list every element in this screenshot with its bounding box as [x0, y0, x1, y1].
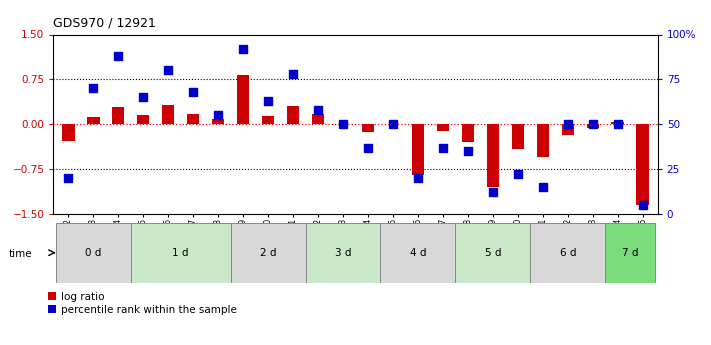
Text: 2 d: 2 d — [260, 248, 277, 258]
Bar — [187, 114, 199, 124]
Point — [437, 145, 449, 150]
Bar — [237, 75, 250, 124]
Bar — [112, 107, 124, 124]
Text: time: time — [9, 249, 32, 258]
Bar — [56, 223, 131, 283]
Bar — [461, 124, 474, 142]
Point — [587, 121, 599, 127]
Text: 5 d: 5 d — [485, 248, 501, 258]
Bar — [437, 124, 449, 131]
Bar — [537, 124, 549, 157]
Point — [337, 121, 348, 127]
Bar — [362, 124, 374, 132]
Point — [237, 46, 249, 52]
Bar — [562, 124, 574, 135]
Text: GDS970 / 12921: GDS970 / 12921 — [53, 17, 156, 30]
Bar — [162, 105, 174, 124]
Bar — [131, 223, 230, 283]
Bar — [587, 124, 599, 128]
Bar — [412, 124, 424, 175]
Text: 4 d: 4 d — [410, 248, 426, 258]
Point — [412, 175, 424, 181]
Bar — [312, 114, 324, 124]
Point — [363, 145, 374, 150]
Point — [287, 71, 299, 77]
Bar — [486, 124, 499, 187]
Point — [512, 172, 523, 177]
Bar — [306, 223, 380, 283]
Point — [387, 121, 399, 127]
Bar — [87, 117, 100, 124]
Bar — [512, 124, 524, 149]
Point — [163, 68, 174, 73]
Text: 6 d: 6 d — [560, 248, 576, 258]
Bar — [455, 223, 530, 283]
Point — [487, 190, 498, 195]
Point — [112, 53, 124, 59]
Point — [63, 175, 74, 181]
Point — [262, 98, 274, 104]
Bar — [611, 122, 624, 124]
Point — [213, 112, 224, 118]
Text: 1 d: 1 d — [173, 248, 189, 258]
Bar — [380, 223, 455, 283]
Bar — [636, 124, 649, 205]
Legend: log ratio, percentile rank within the sample: log ratio, percentile rank within the sa… — [48, 292, 237, 315]
Point — [612, 121, 624, 127]
Text: 0 d: 0 d — [85, 248, 102, 258]
Point — [137, 95, 149, 100]
Text: 3 d: 3 d — [335, 248, 351, 258]
Bar — [212, 119, 225, 124]
Bar — [62, 124, 75, 141]
Text: 7 d: 7 d — [622, 248, 638, 258]
Bar — [230, 223, 306, 283]
Bar — [530, 223, 605, 283]
Point — [188, 89, 199, 95]
Point — [312, 107, 324, 112]
Bar — [262, 116, 274, 124]
Bar — [137, 115, 149, 124]
Point — [462, 148, 474, 154]
Bar — [605, 223, 655, 283]
Point — [537, 184, 548, 190]
Point — [637, 202, 648, 208]
Point — [562, 121, 574, 127]
Bar — [287, 106, 299, 124]
Point — [87, 86, 99, 91]
